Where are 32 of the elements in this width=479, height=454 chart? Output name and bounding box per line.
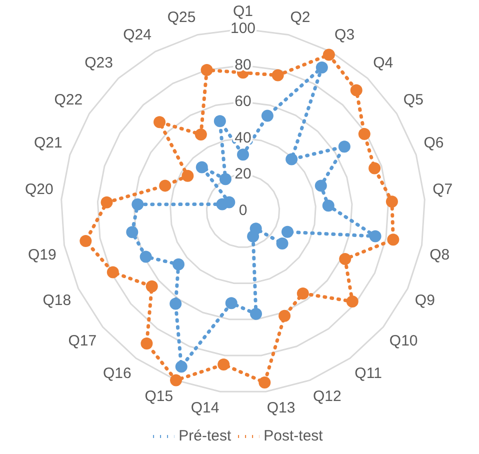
y-tick-label: 40 — [234, 129, 252, 146]
spoke-label: Q4 — [373, 54, 394, 72]
spoke-label: Q25 — [167, 9, 196, 26]
spoke-label: Q18 — [42, 292, 72, 310]
spoke-label: Q5 — [403, 91, 424, 108]
spoke-label: Q11 — [354, 364, 382, 382]
spoke-label: Q21 — [34, 134, 62, 152]
spoke-label: Q6 — [424, 134, 444, 152]
spoke-label: Q16 — [102, 364, 132, 382]
spoke-label: Q14 — [190, 400, 220, 417]
spoke-label: Q13 — [266, 400, 296, 417]
spoke-label: Q1 — [232, 3, 254, 20]
y-tick-label: 60 — [234, 92, 252, 110]
legend-label: Pré-test — [178, 428, 232, 445]
spoke-label: Q7 — [432, 181, 453, 198]
spoke-label: Q8 — [430, 246, 450, 264]
spoke-label: Q2 — [290, 9, 310, 26]
spoke-label: Q24 — [123, 26, 152, 44]
spoke-label: Q15 — [144, 388, 174, 405]
spoke-label: Q9 — [414, 292, 435, 310]
y-tick-label: 20 — [234, 166, 252, 183]
spoke-label: Q17 — [68, 332, 97, 350]
y-tick-label: 0 — [238, 202, 248, 220]
spoke-label: Q19 — [28, 246, 56, 264]
spoke-label: Q20 — [25, 181, 54, 198]
spoke-label: Q3 — [334, 26, 355, 44]
spoke-label: Q10 — [389, 332, 418, 350]
y-tick-label: 100 — [230, 20, 256, 38]
spoke-label: Q23 — [84, 54, 113, 72]
spoke-label: Q12 — [312, 388, 342, 405]
legend-label: Post-test — [264, 428, 324, 445]
spoke-label: Q22 — [54, 91, 83, 108]
